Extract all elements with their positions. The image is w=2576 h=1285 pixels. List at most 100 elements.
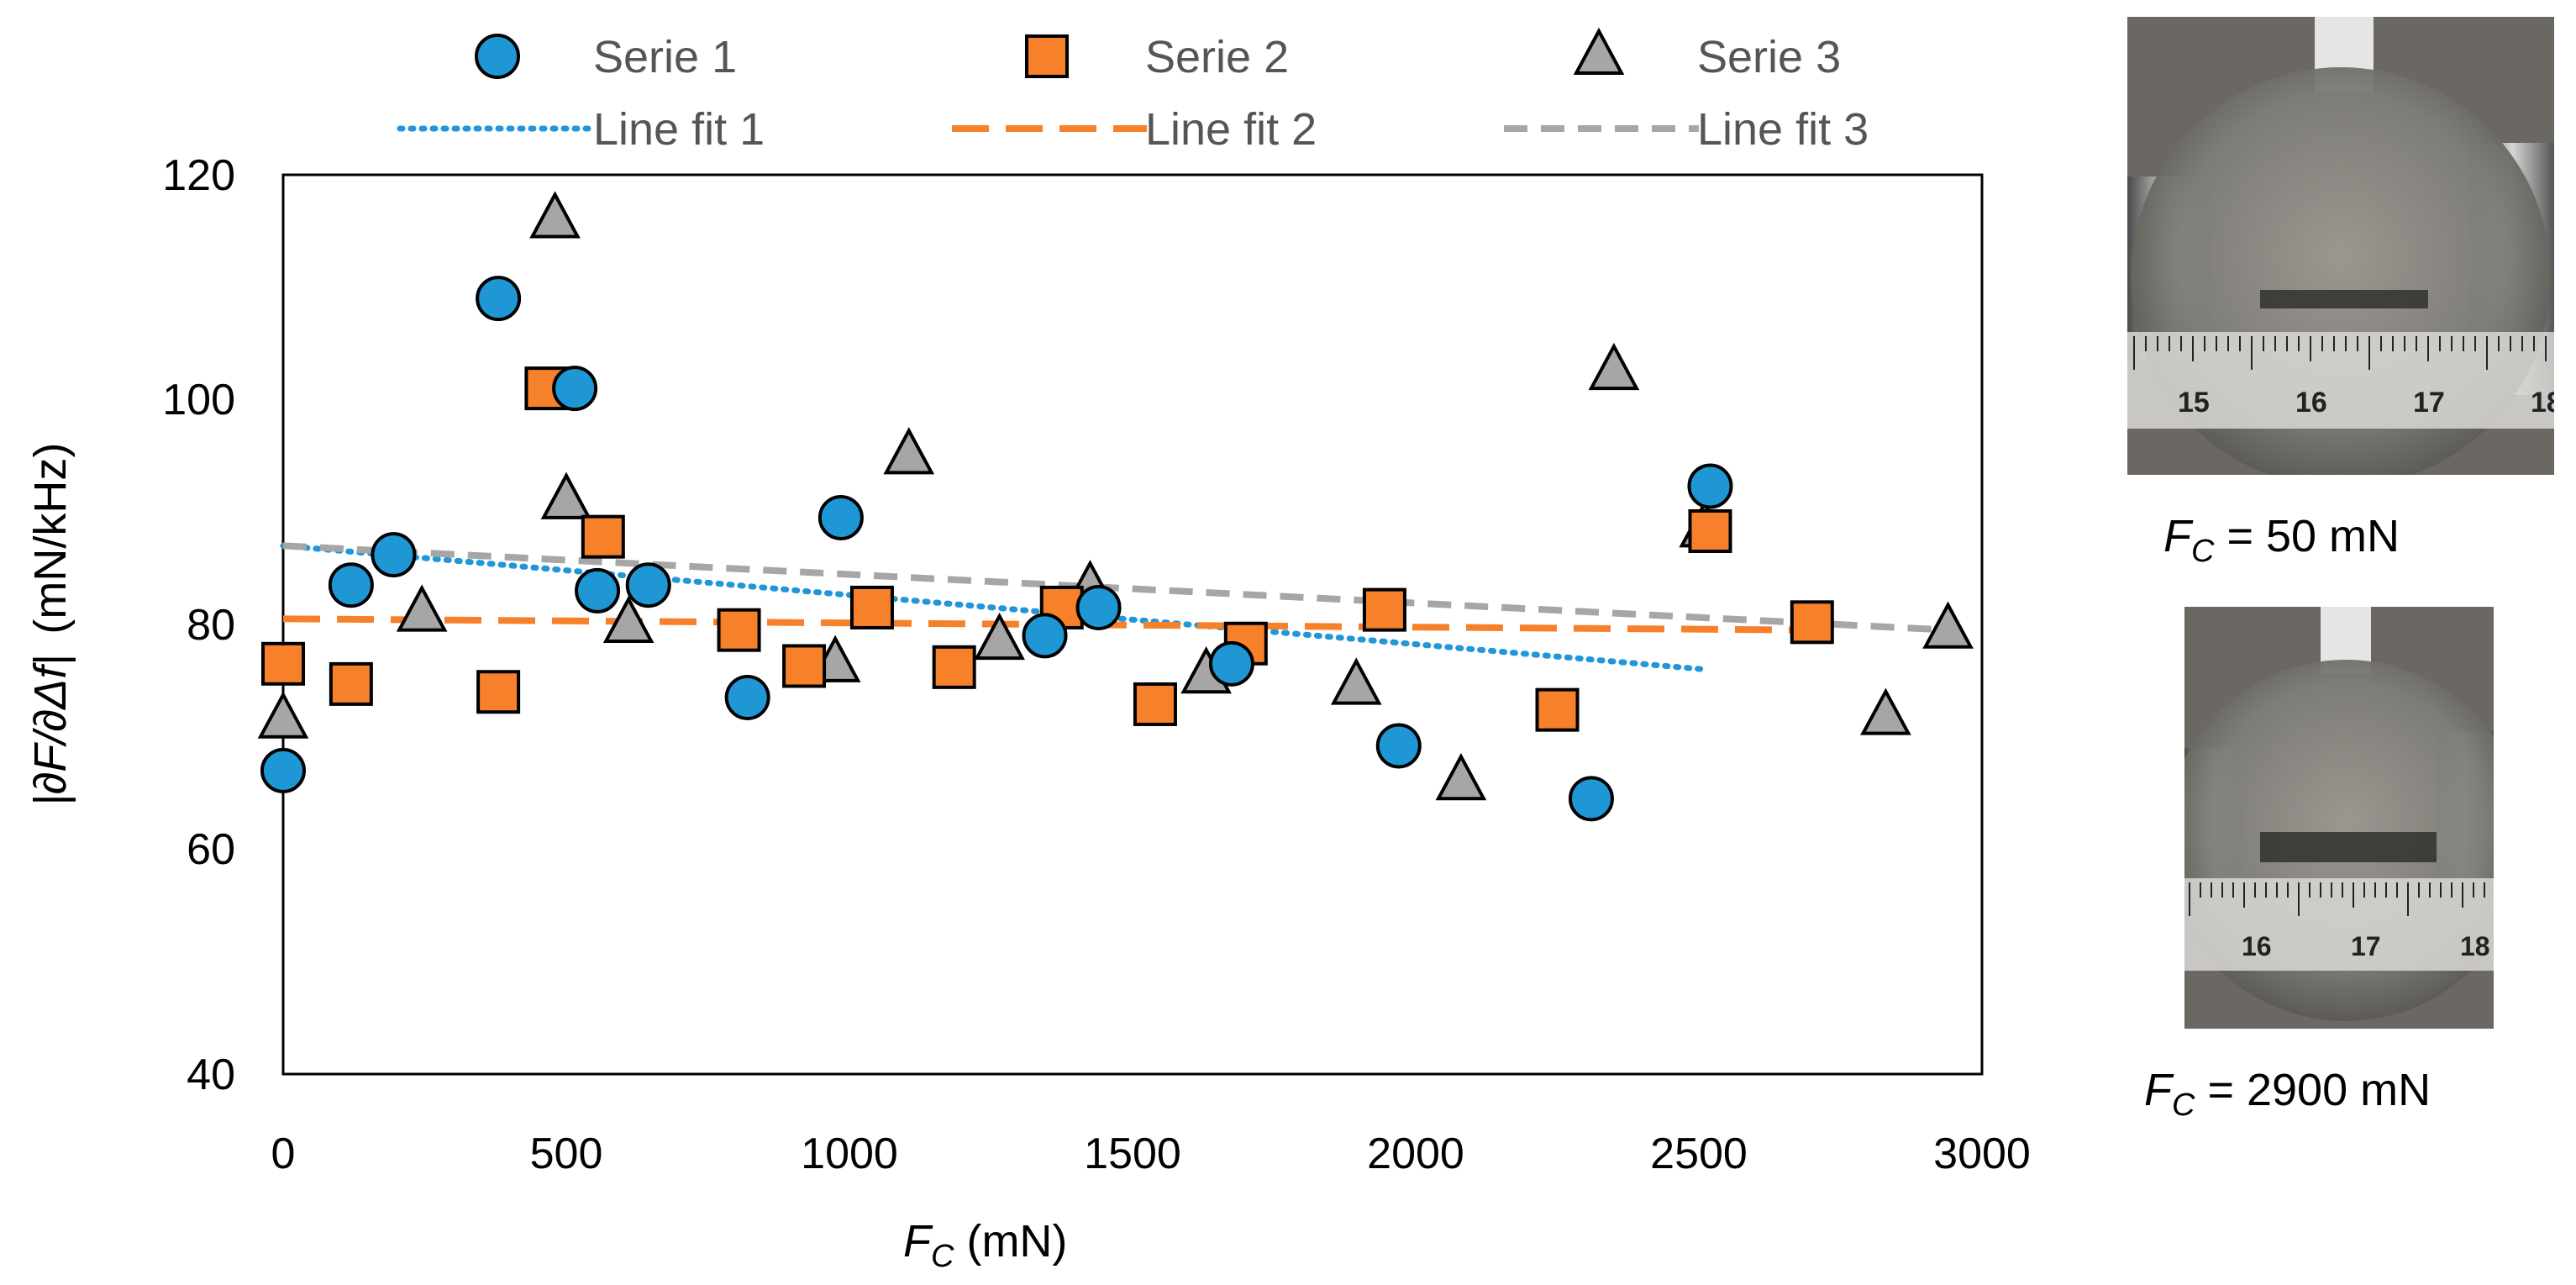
point-serie-1 <box>371 532 417 578</box>
x-tick-label: 2500 <box>1650 1130 1748 1178</box>
legend-marker-1 <box>475 34 520 79</box>
point-serie-2 <box>1133 682 1177 726</box>
point-serie-3 <box>602 595 655 643</box>
ruler-label: 18 <box>2531 387 2563 419</box>
caption-value: = 50 mN <box>2214 511 2400 561</box>
x-tick-label: 2000 <box>1367 1130 1464 1178</box>
point-serie-3 <box>257 691 309 739</box>
point-serie-3 <box>1860 687 1911 735</box>
point-serie-3 <box>974 612 1025 661</box>
photo-sample-2900mN: 16 17 18 <box>2184 607 2494 1029</box>
y-axis-ticks: 40 60 80 100 120 <box>162 151 235 1099</box>
y-axis-expression: |∂F/∂Δf| <box>25 655 76 807</box>
ruler-label: 16 <box>2242 931 2272 961</box>
y-tick-label: 100 <box>162 376 235 424</box>
x-axis-subscript: C <box>931 1239 954 1274</box>
point-serie-2 <box>261 641 305 686</box>
point-serie-1 <box>1687 463 1733 509</box>
point-serie-1 <box>260 747 306 793</box>
legend-symbol-serie-2 <box>1025 34 1069 78</box>
point-serie-1 <box>817 494 864 540</box>
legend-label-serie-1: Serie 1 <box>593 32 737 82</box>
point-serie-2 <box>581 514 625 559</box>
point-serie-2 <box>1688 508 1732 553</box>
caption-symbol: F <box>2144 1065 2174 1115</box>
point-serie-3 <box>1330 657 1382 705</box>
point-serie-2 <box>849 585 894 629</box>
point-serie-3 <box>1922 601 1974 649</box>
x-tick-label: 500 <box>530 1130 603 1178</box>
y-tick-label: 40 <box>187 1051 235 1099</box>
photo-contact-band <box>2260 832 2437 862</box>
photo-caption-50mN: FC = 50 mN <box>2163 511 2400 569</box>
point-serie-1 <box>552 366 598 412</box>
caption-subscript: C <box>2191 534 2215 569</box>
legend-symbol-serie-1 <box>475 34 520 79</box>
point-serie-1 <box>328 562 374 608</box>
plot-area <box>281 173 1984 1076</box>
y-tick-label: 60 <box>187 825 235 874</box>
x-tick-label: 3000 <box>1933 1130 2031 1178</box>
data-markers <box>257 191 1974 822</box>
point-serie-1 <box>1075 584 1122 630</box>
caption-subscript: C <box>2172 1088 2195 1123</box>
point-serie-3 <box>396 584 448 632</box>
fit-line-3 <box>282 542 1948 634</box>
photo-caption-2900mN: FC = 2900 mN <box>2144 1065 2431 1123</box>
photo-contact-band <box>2260 290 2428 308</box>
point-serie-2 <box>329 661 373 706</box>
legend-label-fit-2: Line fit 2 <box>1145 104 1317 155</box>
legend-label-serie-3: Serie 3 <box>1697 32 1841 82</box>
x-tick-label: 0 <box>271 1130 296 1178</box>
legend: Serie 1 Serie 2 Serie 3 Line fit 1 Line … <box>397 27 1869 155</box>
ruler-label: 18 <box>2460 931 2490 961</box>
photo-ruler <box>2127 332 2554 429</box>
point-serie-3 <box>540 471 592 519</box>
point-serie-1 <box>724 674 770 720</box>
point-serie-2 <box>932 645 976 689</box>
point-serie-1 <box>625 562 671 608</box>
ruler-label: 15 <box>2178 387 2210 419</box>
point-serie-1 <box>1375 723 1422 769</box>
point-serie-3 <box>1435 753 1487 801</box>
caption-value: = 2900 mN <box>2195 1065 2431 1115</box>
photo-ruler-ticks <box>2189 882 2485 916</box>
y-tick-label: 80 <box>187 601 235 650</box>
ruler-label: 16 <box>2295 387 2327 419</box>
ruler-label: 17 <box>2351 931 2381 961</box>
y-tick-label: 120 <box>162 151 235 200</box>
caption-symbol: F <box>2163 511 2194 561</box>
ruler-label: 17 <box>2413 387 2445 419</box>
photo-sample-50mN: 15 16 17 18 <box>2127 17 2563 475</box>
point-serie-1 <box>476 276 522 322</box>
point-serie-2 <box>476 670 521 714</box>
point-serie-2 <box>782 644 827 688</box>
legend-label-serie-2: Serie 2 <box>1145 32 1289 82</box>
point-serie-2 <box>717 608 761 652</box>
y-axis-unit: (mN/kHz) <box>25 443 76 635</box>
legend-marker-3 <box>1573 27 1625 75</box>
fit-line-1 <box>280 542 1708 672</box>
x-axis-unit: (mN) <box>954 1216 1067 1267</box>
point-serie-2 <box>1362 587 1406 632</box>
x-axis-symbol: F <box>903 1216 933 1267</box>
legend-symbol-serie-3 <box>1573 27 1625 75</box>
x-axis-ticks: 0 500 1000 1500 2000 2500 3000 <box>271 1130 2031 1178</box>
point-serie-3 <box>883 427 935 475</box>
photo-ruler <box>2184 878 2494 971</box>
x-tick-label: 1500 <box>1084 1130 1181 1178</box>
x-tick-label: 1000 <box>801 1130 898 1178</box>
point-serie-3 <box>529 191 581 239</box>
legend-marker-2 <box>1025 34 1069 78</box>
point-serie-1 <box>1022 613 1068 659</box>
legend-label-fit-1: Line fit 1 <box>593 104 765 155</box>
point-serie-2 <box>1535 687 1580 732</box>
photo-ruler-ticks <box>2133 336 2547 370</box>
point-serie-1 <box>1208 640 1254 687</box>
point-serie-2 <box>1790 600 1834 645</box>
point-serie-1 <box>1568 776 1614 822</box>
y-axis-title: |∂F/∂Δf| (mN/kHz) <box>25 443 76 807</box>
point-serie-1 <box>575 567 621 614</box>
point-serie-3 <box>1588 342 1640 391</box>
